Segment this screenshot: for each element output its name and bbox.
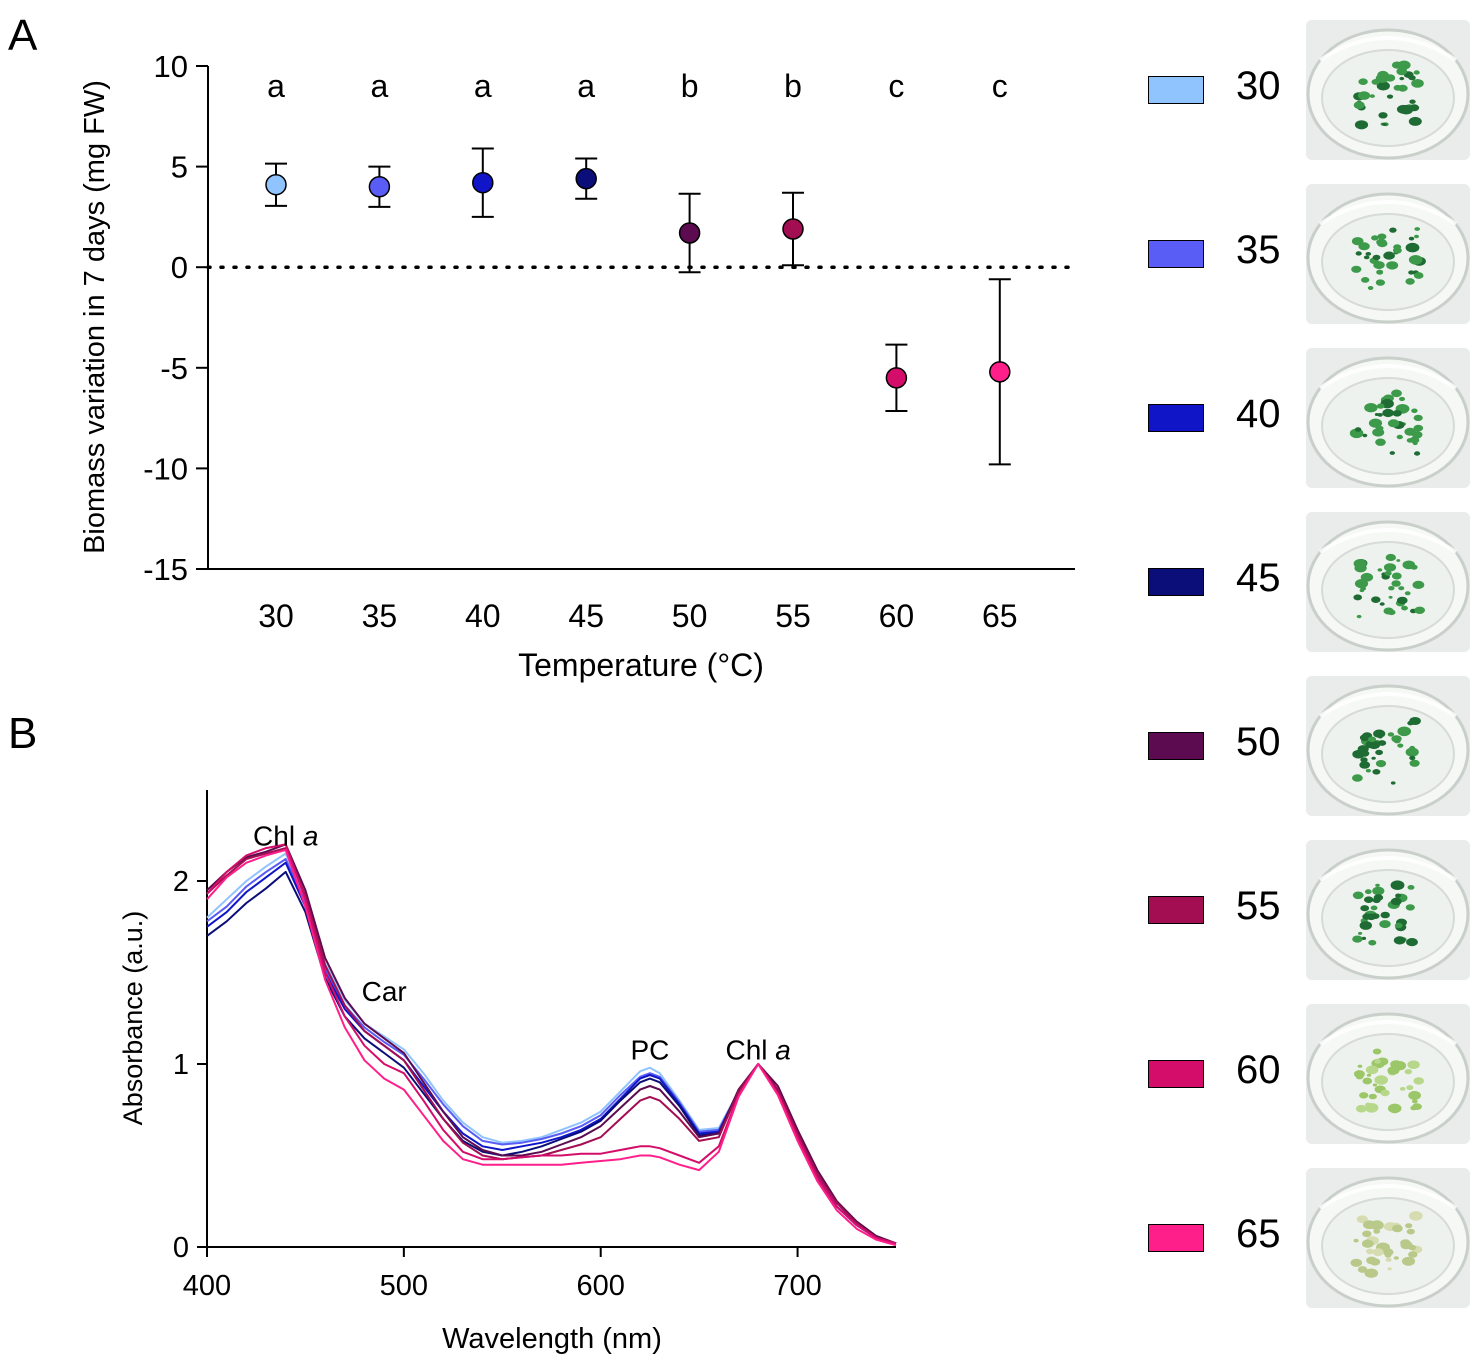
flask-photo — [1306, 20, 1470, 160]
legend-swatch — [1148, 1060, 1204, 1088]
legend-swatch — [1148, 240, 1204, 268]
chart-b-xtick-label: 500 — [380, 1270, 428, 1302]
legend-label: 65 — [1236, 1212, 1281, 1256]
chart-a-ytick-label: 10 — [154, 49, 188, 84]
chart-a-xlabel: Temperature (°C) — [518, 647, 764, 683]
legend-item: 30 — [1148, 20, 1477, 160]
chart-a-xtick-label: 40 — [465, 598, 501, 634]
chart-a-significance-letter: b — [681, 68, 699, 104]
legend-label: 55 — [1236, 884, 1281, 928]
chart-a-point — [472, 171, 494, 194]
chart-b-ytick-label: 0 — [173, 1232, 189, 1264]
chart-a-significance-letter: a — [577, 68, 595, 104]
chart-b-xlabel: Wavelength (nm) — [442, 1323, 662, 1355]
legend-swatch — [1148, 568, 1204, 596]
chart-a-xtick-label: 55 — [775, 598, 811, 634]
chart-a-xtick-label: 50 — [672, 598, 708, 634]
flask-photo — [1306, 184, 1470, 324]
legend-item: 50 — [1148, 676, 1477, 816]
chart-a-xtick-label: 60 — [879, 598, 915, 634]
chart-a-ytick-label: 0 — [171, 250, 188, 285]
chart-b: 0 1 2 400 500 600 700 Chl a Car PC Chl a Absorba… — [118, 790, 897, 1355]
chart-a-significance-letter: a — [371, 68, 389, 104]
chart-a-xtick-label: 30 — [258, 598, 294, 634]
legend-label: 50 — [1236, 720, 1281, 764]
chart-b-annotation: Car — [362, 976, 407, 1007]
flask-photo — [1306, 840, 1470, 980]
chart-a-point — [782, 218, 804, 240]
chart-a-ytick-label: 5 — [171, 150, 188, 185]
chart-a-ytick-label: -15 — [143, 552, 188, 587]
chart-a-ytick-label: -10 — [143, 451, 188, 486]
legend-swatch — [1148, 732, 1204, 760]
chart-b-annotation: PC — [630, 1034, 669, 1065]
chart-a-point — [885, 367, 908, 389]
flask-photo — [1306, 1168, 1470, 1308]
chart-a-point — [368, 175, 391, 198]
legend-swatch — [1148, 76, 1204, 104]
chart-b-xtick-label: 600 — [577, 1270, 625, 1302]
chart-b-annotation: Chl a — [253, 820, 318, 851]
chart-b-series-line-55 — [206, 847, 897, 1245]
legend-item: 65 — [1148, 1168, 1477, 1308]
chart-b-ytick-label: 2 — [173, 866, 189, 898]
chart-b-annotation: Chl a — [726, 1034, 791, 1065]
flask-photo — [1306, 676, 1470, 816]
legend-item: 40 — [1148, 348, 1477, 488]
chart-a-point — [989, 361, 1011, 383]
chart-a-xtick-label: 45 — [568, 598, 604, 634]
chart-a-significance-letter: b — [784, 68, 802, 104]
legend-label: 45 — [1236, 556, 1281, 600]
chart-a-point — [575, 167, 597, 190]
legend-label: 35 — [1236, 228, 1281, 272]
chart-b-xtick-label: 400 — [183, 1270, 231, 1302]
legend-item: 35 — [1148, 184, 1477, 324]
legend: 30 35 40 45 50 55 60 65 — [1148, 20, 1477, 1320]
legend-label: 30 — [1236, 64, 1281, 108]
flask-photo — [1306, 348, 1470, 488]
chart-b-series-line-65 — [206, 848, 897, 1247]
panel-label-b: B — [8, 709, 37, 758]
chart-b-xtick-label: 700 — [773, 1270, 821, 1302]
legend-swatch — [1148, 1224, 1204, 1252]
chart-a-significance-letter: a — [267, 68, 285, 104]
chart-b-ytick-label: 1 — [173, 1049, 189, 1081]
chart-a-significance-letter: c — [888, 68, 904, 104]
chart-b-ylabel: Absorbance (a.u.) — [118, 911, 148, 1126]
panel-label-a: A — [8, 11, 38, 60]
legend-swatch — [1148, 404, 1204, 432]
legend-label: 40 — [1236, 392, 1281, 436]
chart-a-xtick-label: 35 — [362, 598, 398, 634]
legend-item: 55 — [1148, 840, 1477, 980]
chart-a-point — [678, 222, 701, 244]
chart-a-ytick-label: -5 — [160, 351, 188, 386]
chart-a-ylabel: Biomass variation in 7 days (mg FW) — [79, 80, 111, 554]
chart-a-significance-letter: c — [992, 68, 1008, 104]
chart-a-point — [265, 173, 287, 196]
flask-photo — [1306, 1004, 1470, 1144]
chart-a-xtick-label: 65 — [982, 598, 1018, 634]
chart-b-series-line-50 — [206, 843, 897, 1245]
chart-a-significance-letter: a — [474, 68, 492, 104]
legend-swatch — [1148, 896, 1204, 924]
flask-photo — [1306, 512, 1470, 652]
legend-item: 60 — [1148, 1004, 1477, 1144]
legend-item: 45 — [1148, 512, 1477, 652]
legend-label: 60 — [1236, 1048, 1281, 1092]
